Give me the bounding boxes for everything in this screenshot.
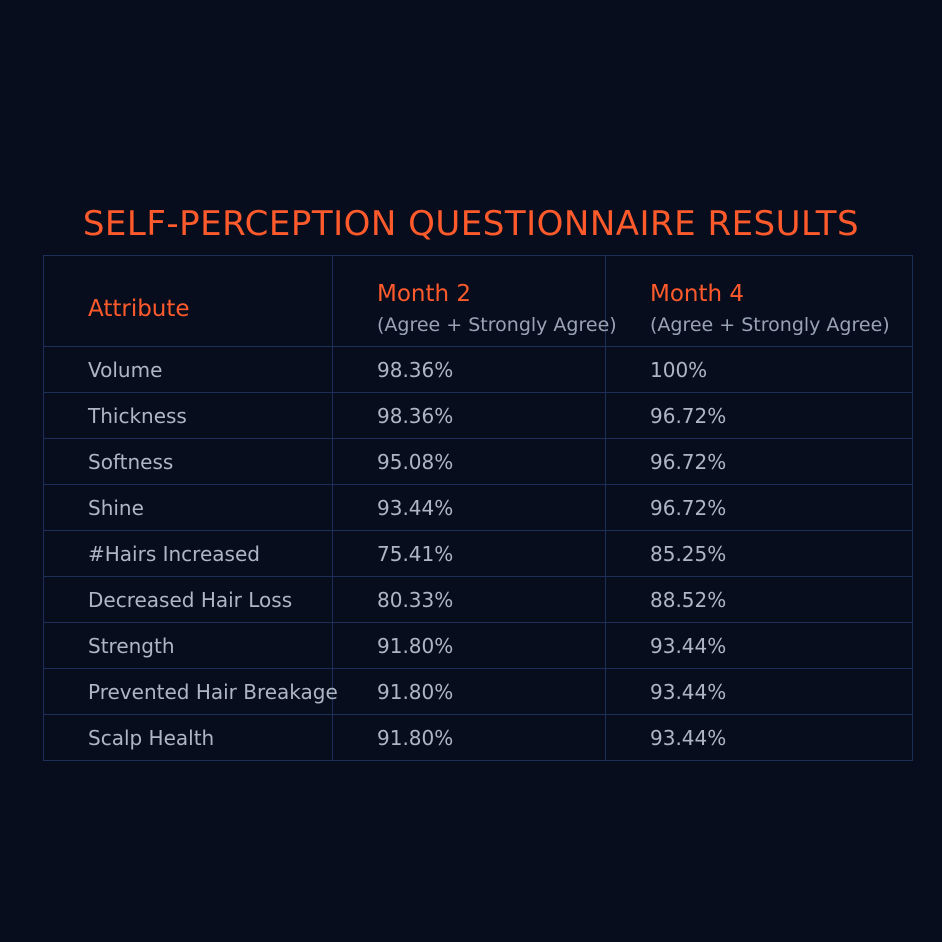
results-table: Attribute Month 2 (Agree + Strongly Agre… <box>43 255 913 761</box>
month-4-cell: 88.52% <box>605 576 913 623</box>
table-row: Decreased Hair Loss 80.33% 88.52% <box>43 576 913 623</box>
attribute-cell: Scalp Health <box>43 714 333 761</box>
month-2-cell: 75.41% <box>332 530 606 577</box>
month-2-cell: 93.44% <box>332 484 606 531</box>
column-header-sublabel: (Agree + Strongly Agree) <box>650 314 890 336</box>
chart-title: SELF-PERCEPTION QUESTIONNAIRE RESULTS <box>82 204 860 244</box>
month-4-cell: 96.72% <box>605 484 913 531</box>
month-4-cell: 93.44% <box>605 714 913 761</box>
month-4-cell: 96.72% <box>605 438 913 485</box>
month-4-cell: 100% <box>605 346 913 393</box>
attribute-cell: Volume <box>43 346 333 393</box>
column-header-label: Month 2 <box>377 281 472 307</box>
attribute-cell: Strength <box>43 622 333 669</box>
month-4-cell: 96.72% <box>605 392 913 439</box>
attribute-cell: Shine <box>43 484 333 531</box>
header-cell-month-4: Month 4 (Agree + Strongly Agree) <box>605 255 913 347</box>
header-cell-month-2: Month 2 (Agree + Strongly Agree) <box>332 255 617 347</box>
month-2-cell: 91.80% <box>332 714 606 761</box>
table-row: Thickness 98.36% 96.72% <box>43 392 913 439</box>
month-2-cell: 91.80% <box>332 668 606 715</box>
header-cell-attribute: Attribute <box>43 255 333 347</box>
month-2-cell: 91.80% <box>332 622 606 669</box>
attribute-cell: Softness <box>43 438 333 485</box>
month-2-cell: 98.36% <box>332 392 606 439</box>
table-row: Scalp Health 91.80% 93.44% <box>43 714 913 761</box>
table-row: Volume 98.36% 100% <box>43 346 913 393</box>
attribute-cell: Thickness <box>43 392 333 439</box>
table-row: Shine 93.44% 96.72% <box>43 484 913 531</box>
attribute-cell: Prevented Hair Breakage <box>43 668 338 715</box>
month-2-cell: 95.08% <box>332 438 606 485</box>
attribute-cell: Decreased Hair Loss <box>43 576 333 623</box>
month-2-cell: 80.33% <box>332 576 606 623</box>
month-2-cell: 98.36% <box>332 346 606 393</box>
table-row: #Hairs Increased 75.41% 85.25% <box>43 530 913 577</box>
table-row: Strength 91.80% 93.44% <box>43 622 913 669</box>
month-4-cell: 85.25% <box>605 530 913 577</box>
column-header-sublabel: (Agree + Strongly Agree) <box>377 314 617 336</box>
table-row: Prevented Hair Breakage 91.80% 93.44% <box>43 668 913 715</box>
header-row: Attribute Month 2 (Agree + Strongly Agre… <box>43 255 913 347</box>
attribute-cell: #Hairs Increased <box>43 530 333 577</box>
month-4-cell: 93.44% <box>605 668 913 715</box>
column-header-label: Month 4 <box>650 281 745 307</box>
table-body: Volume 98.36% 100% Thickness 98.36% 96.72% So… <box>43 346 913 761</box>
table-row: Softness 95.08% 96.72% <box>43 438 913 485</box>
month-4-cell: 93.44% <box>605 622 913 669</box>
column-header-label: Attribute <box>88 295 190 322</box>
